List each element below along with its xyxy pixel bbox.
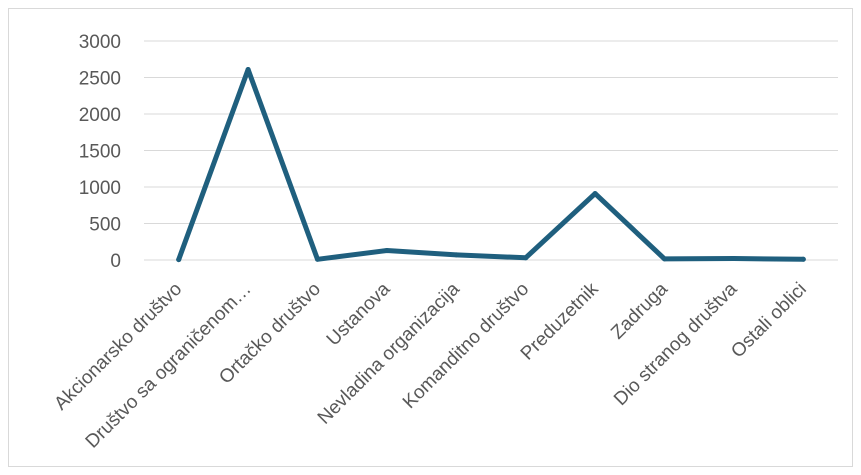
data-point xyxy=(245,66,251,72)
x-tick-label: Akcionarsko društvo xyxy=(50,279,186,415)
x-tick-label: Dio stranog društva xyxy=(610,278,742,410)
data-point xyxy=(315,256,320,262)
data-point xyxy=(384,248,390,254)
data-point xyxy=(662,256,667,262)
x-tick-label: Komanditno društvo xyxy=(399,279,533,413)
y-tick-label: 2500 xyxy=(79,69,121,90)
x-tick-label: Zadruga xyxy=(607,278,672,343)
y-tick-label: 1000 xyxy=(79,178,121,199)
y-tick-label: 500 xyxy=(89,215,121,236)
chart-area xyxy=(8,8,853,467)
data-point xyxy=(176,257,182,263)
x-tick-label: Ustanova xyxy=(323,278,395,350)
series-line xyxy=(176,67,806,263)
data-point xyxy=(731,256,737,262)
data-point xyxy=(592,191,598,197)
data-point xyxy=(523,255,529,261)
data-point xyxy=(453,252,459,258)
y-tick-label: 0 xyxy=(110,251,121,272)
y-tick-label: 2000 xyxy=(79,105,121,126)
data-point xyxy=(800,256,806,262)
x-tick-label: Ostali oblici xyxy=(727,279,811,363)
y-tick-label: 3000 xyxy=(79,32,121,53)
x-tick-label: Nevladina organizacija xyxy=(314,278,464,428)
y-tick-label: 1500 xyxy=(79,142,121,163)
